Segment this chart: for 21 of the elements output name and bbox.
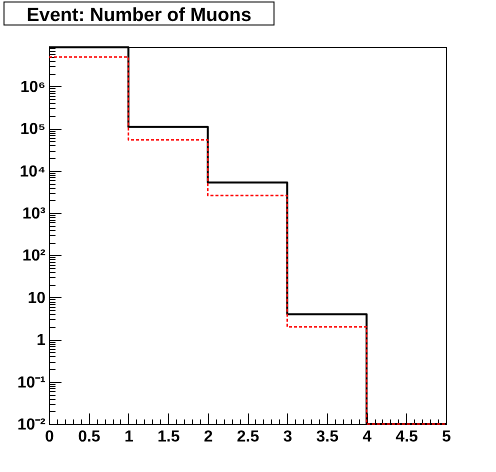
x-tick-label: 0.5 (78, 428, 100, 446)
y-tick-label: 10⁴ (20, 163, 46, 180)
x-tick-label: 3.5 (316, 428, 339, 446)
y-tick-label: 10⁵ (20, 121, 46, 138)
chart-title: Event: Number of Muons (26, 5, 252, 26)
x-tick-label: 0 (45, 428, 54, 446)
x-tick-label: 4.5 (396, 428, 418, 446)
y-tick-label: 10⁶ (20, 78, 46, 96)
x-tick-label: 4 (362, 428, 372, 446)
x-tick-label: 3 (283, 428, 292, 446)
x-tick-label: 5 (442, 428, 452, 446)
y-tick-label: 10³ (22, 206, 46, 223)
y-tick-label: 10⁻¹ (17, 374, 46, 392)
y-tick-label: 1 (36, 332, 46, 350)
x-tick-label: 1.5 (157, 428, 180, 446)
y-tick-label: 10 (28, 290, 46, 307)
x-tick-label: 2 (204, 428, 213, 446)
y-tick-label: 10² (22, 248, 46, 265)
y-tick-label: 10⁻² (17, 416, 46, 434)
x-tick-label: 1 (124, 428, 134, 446)
x-tick-label: 2.5 (236, 428, 260, 446)
